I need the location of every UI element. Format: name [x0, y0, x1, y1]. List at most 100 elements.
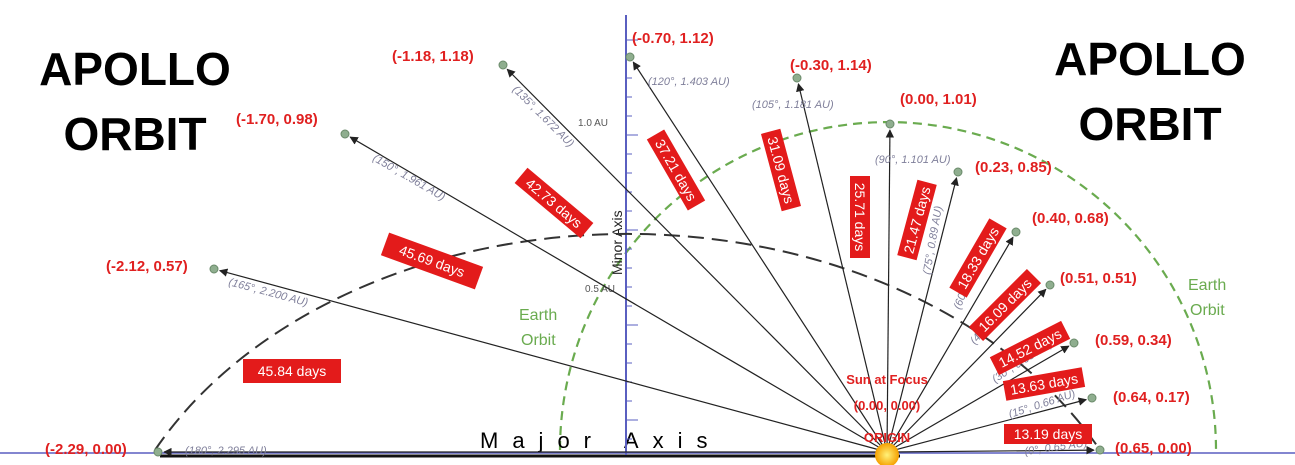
coord-x: -2.29: [50, 441, 84, 458]
segment-time-box: [646, 129, 706, 211]
segment-time-box: [850, 176, 870, 258]
title-left-line2: ORBIT: [63, 108, 206, 160]
segment-time-0: 13.19 days: [1004, 424, 1092, 444]
coord-sep: ,: [275, 111, 283, 128]
segment-time-box: [380, 232, 484, 290]
coord-x: -0.70: [637, 30, 671, 47]
coord-sep: ,: [1149, 440, 1157, 457]
sun-label-line1: Sun at Focus: [846, 372, 928, 387]
coord-open: (: [45, 441, 50, 458]
coord-label-135: (-1.18, 1.18): [392, 48, 474, 65]
segment-time-box: [1004, 424, 1092, 444]
orbit-point-165: [209, 264, 219, 274]
radius-vector-150: [349, 136, 888, 453]
coord-y: 0.57: [154, 258, 183, 275]
title-right-line1: APOLLO: [1054, 33, 1246, 85]
segment-time-9: 42.73 days: [514, 167, 594, 239]
coord-open: (: [1060, 270, 1065, 287]
polar-label-150: (150°, 1.961 AU): [371, 152, 448, 203]
coord-x: -0.30: [795, 57, 829, 74]
segment-time-label: 25.71 days: [852, 183, 868, 252]
coord-close: ): [1187, 440, 1192, 457]
coord-x: 0.64: [1118, 389, 1148, 406]
coord-open: (: [1095, 332, 1100, 349]
coord-open: (: [106, 258, 111, 275]
coord-x: 0.65: [1120, 440, 1149, 457]
coord-x: 0.40: [1037, 210, 1066, 227]
coord-sep: ,: [145, 258, 153, 275]
coord-label-30: (0.59, 0.34): [1095, 332, 1172, 349]
coord-sep: ,: [934, 91, 942, 108]
polar-label-105: (105°, 1.181 AU): [752, 99, 834, 111]
coord-close: ): [1104, 210, 1109, 227]
coord-label-165: (-2.12, 0.57): [106, 258, 188, 275]
coord-close: ): [867, 57, 872, 74]
coord-label-45: (0.51, 0.51): [1060, 270, 1137, 287]
coord-close: ): [709, 30, 714, 47]
radius-vector-165: [218, 268, 888, 453]
coord-label-75: (0.23, 0.85): [975, 159, 1052, 176]
coord-close: ): [1132, 270, 1137, 287]
coord-close: ): [972, 91, 977, 108]
segment-time-box: [897, 179, 937, 261]
coord-sep: ,: [1094, 270, 1102, 287]
coord-y: 1.18: [440, 48, 469, 65]
segment-time-6: 25.71 days: [850, 176, 870, 258]
coord-close: ): [1185, 389, 1190, 406]
segment-time-label: 37.21 days: [652, 136, 700, 203]
coord-open: (: [1032, 210, 1037, 227]
segment-time-box: [1002, 367, 1086, 401]
polar-label-120: (120°, 1.403 AU): [648, 76, 730, 88]
coord-label-120: (-0.70, 1.12): [632, 30, 714, 47]
earth-orbit-label-right-1: Earth: [1188, 277, 1226, 294]
coord-y: 1.14: [838, 57, 868, 74]
segment-time-label: 45.84 days: [258, 363, 327, 379]
coord-x: 0.51: [1065, 270, 1094, 287]
coord-y: 0.68: [1075, 210, 1104, 227]
coord-label-15: (0.64, 0.17): [1113, 389, 1190, 406]
segment-time-box: [243, 359, 341, 383]
coord-open: (: [790, 57, 795, 74]
coord-label-150: (-1.70, 0.98): [236, 111, 318, 128]
coord-x: -1.18: [397, 48, 431, 65]
segment-time-10: 45.69 days: [380, 232, 484, 290]
coord-y: 1.01: [943, 91, 972, 108]
orbit-point-60: [1011, 227, 1021, 237]
segment-time-box: [949, 218, 1007, 298]
coord-open: (: [1113, 389, 1118, 406]
coord-open: (: [900, 91, 905, 108]
coord-y: 0.98: [284, 111, 313, 128]
coord-y: 0.17: [1156, 389, 1185, 406]
coord-sep: ,: [431, 48, 439, 65]
segment-time-label: 16.09 days: [975, 275, 1035, 335]
coord-x: 0.59: [1100, 332, 1129, 349]
coord-label-60: (0.40, 0.68): [1032, 210, 1109, 227]
coord-y: 0.51: [1103, 270, 1132, 287]
segment-time-label: 42.73 days: [523, 175, 586, 231]
coord-close: ): [469, 48, 474, 65]
segment-time-box: [989, 320, 1071, 376]
orbit-point-135: [498, 60, 508, 70]
earth-orbit-label-left-2: Orbit: [521, 332, 556, 349]
coord-close: ): [1047, 159, 1052, 176]
segment-time-2: 14.52 days: [989, 320, 1071, 376]
coord-close: ): [1167, 332, 1172, 349]
coord-x: -2.12: [111, 258, 145, 275]
radius-vector-0: [886, 446, 1095, 455]
orbit-point-45: [1045, 280, 1055, 290]
radius-vector-45: [886, 288, 1047, 453]
radius-vectors: [163, 61, 1095, 457]
apollo-orbit-path: [154, 233, 1101, 451]
coord-y: 0.00: [93, 441, 122, 458]
coord-x: -1.70: [241, 111, 275, 128]
coord-open: (: [632, 30, 637, 47]
polar-label-135: (135°, 1.672 AU): [510, 84, 576, 150]
orbit-point-150: [340, 129, 350, 139]
coord-open: (: [392, 48, 397, 65]
coord-close: ): [313, 111, 318, 128]
radius-vector-75: [886, 177, 959, 453]
orbit-point-0: [1095, 445, 1105, 455]
segment-time-box: [760, 128, 802, 212]
segment-time-label: 13.19 days: [1014, 426, 1083, 442]
